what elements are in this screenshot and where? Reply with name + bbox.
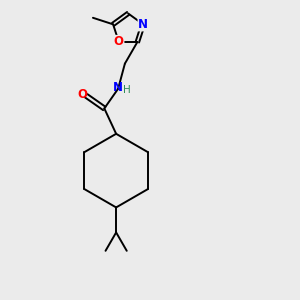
Text: O: O [114,35,124,49]
Text: O: O [78,88,88,101]
Text: N: N [113,81,123,94]
Text: N: N [138,18,148,31]
Text: H: H [123,85,131,95]
